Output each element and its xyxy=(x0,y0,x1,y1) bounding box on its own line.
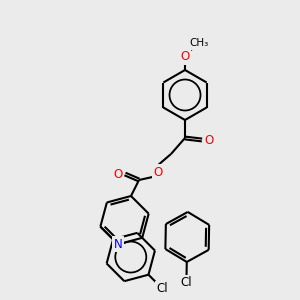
Text: O: O xyxy=(204,134,214,146)
Text: O: O xyxy=(153,166,163,178)
Text: Cl: Cl xyxy=(181,277,192,290)
Text: O: O xyxy=(180,50,190,64)
Text: O: O xyxy=(113,167,123,181)
Text: CH₃: CH₃ xyxy=(189,38,208,48)
Text: Cl: Cl xyxy=(157,282,168,295)
Text: N: N xyxy=(114,238,122,251)
